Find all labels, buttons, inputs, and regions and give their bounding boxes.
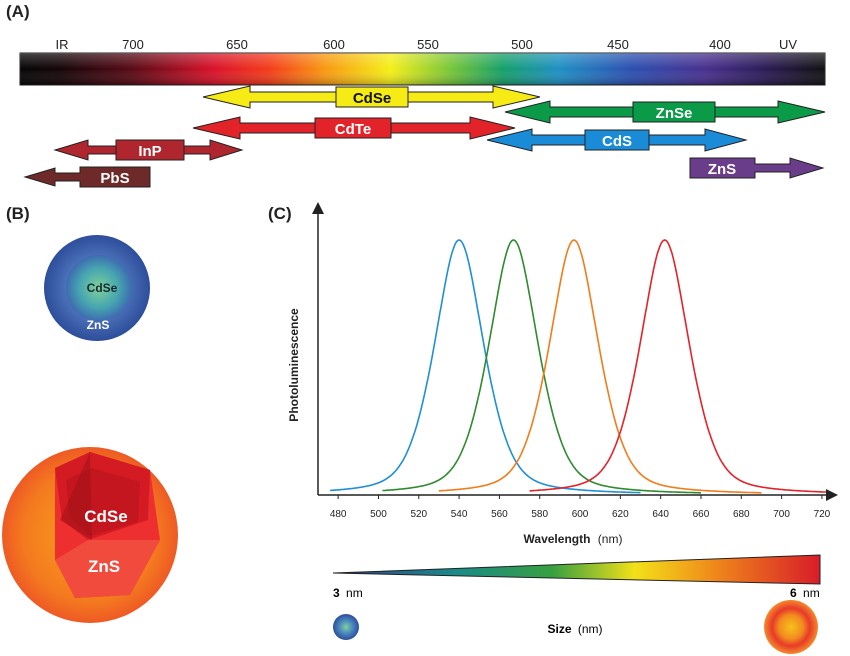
large-shell-label: ZnS (88, 557, 120, 576)
size-max-value: 6 (790, 586, 797, 600)
x-tick-label: 600 (572, 509, 589, 520)
small-core-shell-dot: CdSe ZnS (44, 235, 150, 341)
x-axis-title-text: Wavelength (524, 532, 591, 546)
size-min-unit: nm (346, 586, 363, 600)
band-arrow-znse: ZnSe (504, 100, 826, 124)
x-tick-label: 640 (652, 509, 669, 520)
size-max-label: 6 nm (790, 586, 820, 600)
x-tick-label: 540 (451, 509, 468, 520)
size-axis-title-text: Size (547, 622, 571, 636)
band-arrow-pbs: PbS (23, 166, 151, 188)
pl-chart: 480 500 520 540 560 580 600 620 640 660 680 700 720 … (287, 202, 838, 546)
large-core-label: CdSe (84, 507, 127, 526)
size-max-unit: nm (803, 586, 820, 600)
size-scale: 3 nm 6 nm Size (nm) (332, 554, 821, 654)
size-wedge (332, 554, 821, 585)
spectrum-label-ir: IR (56, 37, 69, 52)
spectrum-label-500: 500 (511, 37, 533, 52)
band-arrow-inp: InP (53, 139, 244, 161)
large-core-shell-dot: CdSe ZnS (2, 447, 178, 623)
size-axis-title-unit: (nm) (578, 622, 603, 636)
size-axis-title: Size (nm) (547, 622, 602, 636)
x-tick-label: 500 (370, 509, 387, 520)
x-axis-title: Wavelength (nm) (524, 532, 623, 546)
y-axis-title: Photoluminescence (287, 308, 301, 422)
x-ticks: 480 500 520 540 560 580 600 620 640 660 680 700 720 (330, 495, 831, 520)
spectrum-label-600: 600 (323, 37, 345, 52)
x-tick-label: 580 (531, 509, 548, 520)
x-tick-label: 480 (330, 509, 347, 520)
band-label-cdse: CdSe (353, 90, 391, 107)
band-arrow-cds: CdS (486, 128, 748, 152)
spectrum-labels: IR 700 650 600 550 500 450 400 UV (56, 37, 798, 52)
band-label-znse: ZnSe (656, 105, 693, 122)
x-tick-label: 520 (410, 509, 427, 520)
x-tick-label: 620 (612, 509, 629, 520)
x-axis-title-unit: (nm) (598, 532, 623, 546)
band-label-pbs: PbS (100, 170, 129, 187)
pl-curve-597nm (438, 239, 762, 494)
large-dot-icon (764, 600, 818, 654)
band-arrow-zns: ZnS (689, 157, 825, 179)
spectrum-label-uv: UV (779, 37, 797, 52)
spectrum-label-400: 400 (709, 37, 731, 52)
panel-label-c: (C) (268, 204, 292, 223)
small-core-label: CdSe (87, 281, 118, 295)
panel-label-a: (A) (6, 2, 30, 21)
x-tick-label: 660 (693, 509, 710, 520)
pl-curve-642nm (529, 239, 826, 493)
small-dot-icon (333, 614, 359, 640)
size-min-label: 3 nm (333, 586, 363, 600)
band-label-cds: CdS (602, 133, 632, 150)
x-tick-label: 700 (773, 509, 790, 520)
spectrum-label-550: 550 (417, 37, 439, 52)
spectrum-label-450: 450 (607, 37, 629, 52)
small-shell-label: ZnS (87, 318, 110, 332)
band-label-inp: InP (138, 143, 161, 160)
pl-curves (330, 239, 826, 494)
band-label-zns: ZnS (708, 161, 736, 178)
x-tick-label: 680 (733, 509, 750, 520)
x-tick-label: 560 (491, 509, 508, 520)
band-arrow-cdse: CdSe (202, 85, 541, 109)
spectrum-label-650: 650 (226, 37, 248, 52)
spectrum-label-700: 700 (122, 37, 144, 52)
size-min-value: 3 (333, 586, 340, 600)
band-label-cdte: CdTe (335, 121, 371, 138)
band-arrow-cdte: CdTe (192, 116, 516, 140)
x-tick-label: 720 (814, 509, 831, 520)
pl-curve-540nm (330, 239, 641, 494)
panel-label-b: (B) (6, 204, 30, 223)
visible-spectrum-bar (19, 52, 826, 86)
pl-curve-567nm (382, 239, 701, 494)
